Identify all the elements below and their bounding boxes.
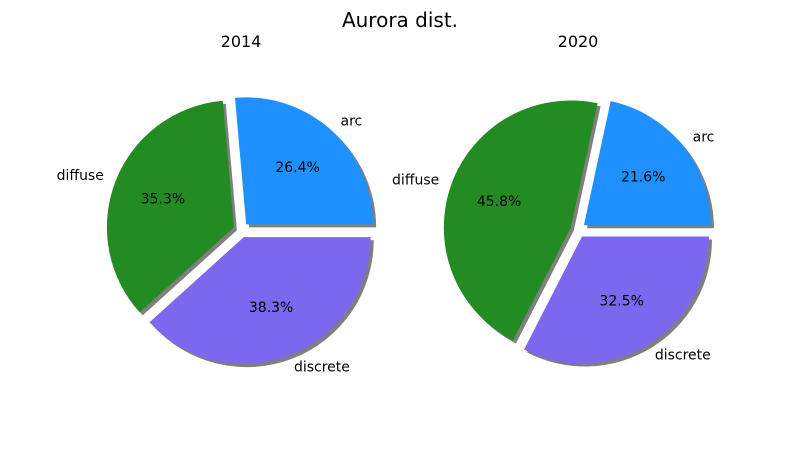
pie-2014-slice-arc — [234, 97, 374, 225]
pie-2020-category-label-arc: arc — [693, 129, 715, 145]
pie-2014-pct-label-diffuse: 35.3% — [141, 191, 185, 207]
pie-2020-pct-label-diffuse: 45.8% — [477, 194, 521, 210]
pie-chart-2020: 2020 21.6% arc 45.8% diffuse 32.5% discrete — [392, 32, 714, 367]
pie-2020-category-label-discrete: discrete — [655, 348, 711, 364]
figure-title: Aurora dist. — [342, 8, 458, 32]
pie-2014-category-label-arc: arc — [340, 113, 362, 129]
pie-2020-category-label-diffuse: diffuse — [392, 172, 439, 188]
pie-2014-pct-label-arc: 26.4% — [275, 160, 319, 176]
pie-title-2020: 2020 — [558, 32, 599, 51]
pie-2014-slice-diffuse — [106, 100, 234, 313]
pie-2014-pct-label-discrete: 38.3% — [249, 300, 293, 316]
pie-2020-pct-label-discrete: 32.5% — [599, 294, 643, 310]
pie-2014-slice-discrete — [149, 237, 371, 365]
pie-chart-2014: 2014 26.4% arc 35.3% diffuse 38.3% discrete — [57, 32, 377, 375]
pie-2014-category-label-discrete: discrete — [294, 359, 350, 375]
pie-2014-category-label-diffuse: diffuse — [57, 168, 104, 184]
pie-2020-pct-label-arc: 21.6% — [621, 169, 665, 185]
pie-2020-slice-discrete — [524, 236, 709, 364]
pie-2020-slice-arc — [583, 101, 711, 226]
pie-title-2014: 2014 — [221, 32, 262, 51]
pie-2020-slice-diffuse — [443, 100, 598, 341]
